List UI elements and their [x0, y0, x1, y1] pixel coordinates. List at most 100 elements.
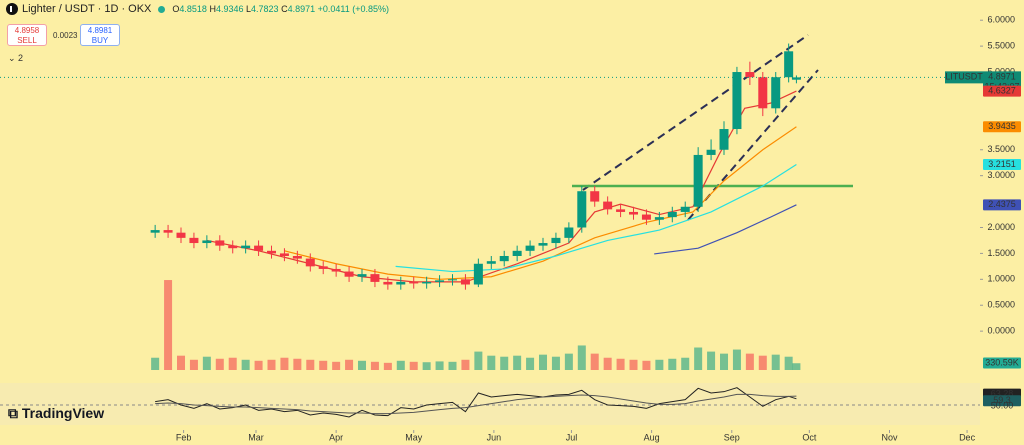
- volume-bar: [792, 363, 801, 370]
- rsi-level-label: 50.00: [991, 400, 1014, 410]
- volume-bar: [370, 361, 379, 370]
- x-tick-label: Oct: [802, 432, 817, 442]
- y-tick-label: 6.0000: [987, 15, 1015, 25]
- ticker-tag-bg: [945, 71, 983, 84]
- price-axis-bg: [980, 0, 1024, 445]
- volume-bar: [564, 353, 573, 370]
- candle-body: [318, 266, 328, 269]
- volume-bar: [681, 357, 690, 370]
- ma-price-tag-bg: [983, 159, 1021, 171]
- candle-body: [448, 279, 458, 281]
- volume-bar: [177, 355, 186, 370]
- candle-body: [241, 245, 251, 249]
- o-label: O: [172, 4, 180, 14]
- candle-body: [486, 261, 496, 264]
- status-dot: [158, 5, 166, 13]
- x-tick-label: Mar: [248, 432, 264, 442]
- candle-body: [305, 258, 315, 267]
- candle-body: [603, 201, 613, 210]
- candle-body: [512, 250, 522, 256]
- volume-bar: [668, 358, 677, 370]
- candle-body: [370, 274, 380, 282]
- candle-body: [693, 154, 703, 207]
- candle-body: [409, 281, 419, 284]
- ma-price-tag-bg: [983, 121, 1021, 133]
- volume-tag: 330.59K: [985, 357, 1019, 367]
- candle-body: [150, 230, 160, 233]
- y-tick-label: 1.5000: [987, 248, 1015, 258]
- candle-body: [163, 230, 173, 233]
- ticker-tag: LITUSDT: [945, 72, 983, 82]
- moving-average: [284, 126, 797, 280]
- volume-bar: [526, 357, 535, 370]
- l-value: 4.7823: [251, 4, 279, 14]
- x-tick-label: Jun: [487, 432, 502, 442]
- volume-bar: [332, 361, 341, 370]
- candle-body: [435, 280, 445, 282]
- rsi-tag-bg: [983, 395, 1021, 407]
- sell-price: 4.8958: [14, 26, 40, 35]
- candle-body: [396, 281, 406, 285]
- candle-body: [473, 263, 483, 285]
- h-label: H: [209, 4, 216, 14]
- volume-bar: [629, 359, 638, 370]
- candle-body: [654, 217, 664, 220]
- candle-body: [279, 253, 289, 256]
- spread: 0.0023: [53, 31, 78, 40]
- buy-label: BUY: [91, 36, 109, 45]
- candle-body: [791, 77, 801, 80]
- last-price: 4.8971: [988, 72, 1016, 82]
- x-tick-label: May: [405, 432, 423, 442]
- l-label: L: [246, 4, 252, 14]
- symbol-icon: [6, 3, 18, 15]
- volume-bar: [539, 354, 548, 370]
- candle-body: [331, 268, 341, 272]
- candle-body: [460, 279, 470, 285]
- volume-bar: [513, 355, 522, 370]
- volume-bar: [577, 345, 586, 370]
- indicator-count: 2: [18, 53, 24, 63]
- candle-body: [499, 255, 509, 262]
- volume-bar: [267, 359, 276, 370]
- volume-bar: [293, 358, 302, 370]
- volume-bar: [551, 356, 560, 370]
- candle-body: [577, 191, 587, 228]
- candle-body: [771, 77, 781, 109]
- volume-bar: [202, 356, 211, 370]
- candle-body: [641, 214, 651, 220]
- candle-body: [784, 51, 794, 78]
- buy-price: 4.8981: [87, 26, 113, 35]
- volume-bar: [358, 360, 367, 370]
- indicators-toggle[interactable]: ⌄ 2: [8, 53, 24, 63]
- candle-body: [525, 245, 535, 251]
- volume-bar: [345, 359, 354, 370]
- volume-bar: [241, 359, 250, 370]
- candle-body: [706, 149, 716, 155]
- x-tick-label: Dec: [959, 432, 976, 442]
- brand-name: TradingView: [21, 405, 105, 421]
- y-tick-label: 3.5000: [987, 144, 1015, 154]
- y-tick-label: 1.0000: [987, 274, 1015, 284]
- volume-bar: [396, 360, 405, 370]
- ohlc: O4.8518 H4.9346 L4.7823 C4.8971 +0.0411 …: [172, 4, 389, 14]
- candle-body: [383, 281, 393, 285]
- volume-bar: [758, 355, 767, 370]
- volume-bar: [771, 354, 780, 370]
- candle-body: [215, 240, 225, 246]
- x-tick-label: Sep: [724, 432, 740, 442]
- sell-button[interactable]: 4.8958 SELL: [7, 24, 47, 46]
- volume-bar: [306, 359, 315, 370]
- volume-bar: [189, 359, 198, 370]
- buy-button[interactable]: 4.8981 BUY: [80, 24, 120, 46]
- x-tick-label: Jul: [566, 432, 578, 442]
- h-value: 4.9346: [215, 4, 244, 14]
- volume-bar: [448, 361, 457, 370]
- ma-price-tag-bg: [983, 85, 1021, 97]
- x-tick-label: Feb: [176, 432, 192, 442]
- ma-price-tag-bg: [983, 199, 1021, 211]
- symbol[interactable]: Lighter / USDT · 1D · OKX: [22, 3, 152, 15]
- volume-bar: [707, 351, 716, 370]
- volume-bar: [422, 362, 431, 370]
